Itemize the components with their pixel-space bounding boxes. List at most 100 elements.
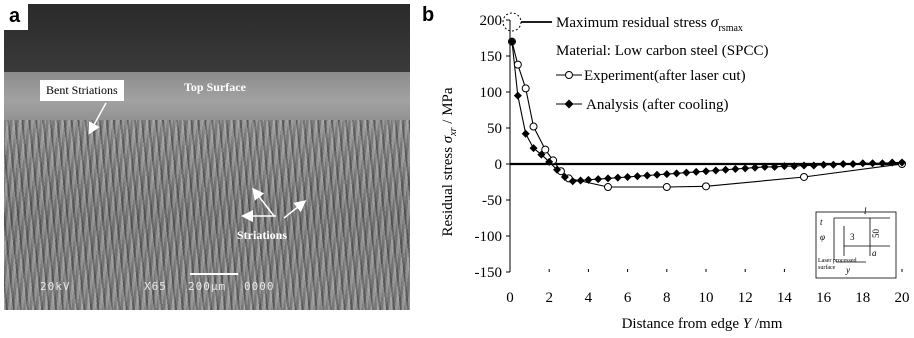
x-tick-label: 0: [506, 290, 514, 306]
data-point-analysis: [653, 170, 661, 179]
panel-b-chart: b Residual stress σxr / MPa Distance fro…: [420, 0, 914, 333]
data-point-analysis: [829, 160, 838, 169]
data-point-analysis: [662, 170, 671, 179]
material-label: Material: Low carbon steel (SPCC): [556, 43, 768, 59]
data-point-analysis: [513, 91, 522, 100]
data-point-experiment: [702, 182, 710, 191]
sem-image: Top Surface Striations 20kV X65 200μm 00…: [4, 4, 410, 310]
data-point-analysis: [553, 165, 562, 174]
data-point-analysis: [878, 159, 887, 168]
data-point-analysis: [682, 168, 691, 177]
data-point-analysis: [731, 165, 740, 174]
max-stress-highlight-circle: [502, 12, 522, 32]
inset-label-t: t: [820, 217, 823, 227]
data-point-analysis: [711, 166, 720, 175]
data-point-experiment: [604, 183, 612, 192]
inset-caption-line1: Laser processed: [818, 258, 856, 264]
data-point-experiment: [529, 122, 538, 131]
legend-label-analysis: Analysis (after cooling): [586, 97, 728, 113]
x-tick-label: 16: [816, 290, 832, 306]
data-point-analysis: [604, 174, 612, 183]
data-point-analysis: [721, 165, 730, 174]
y-tick-label: 0: [495, 157, 503, 173]
label-striations: Striations: [237, 228, 288, 242]
panel-a-letter-box: [2, 2, 28, 30]
x-tick-label: 4: [585, 290, 593, 306]
inset-label-50: 50: [871, 229, 881, 239]
data-point-analysis: [790, 162, 799, 171]
legend-label-experiment: Experiment(after laser cut): [584, 68, 746, 84]
x-tick-label: 2: [545, 290, 553, 306]
data-point-analysis: [633, 172, 642, 181]
y-tick-label: 100: [480, 85, 503, 101]
y-tick-label: -100: [475, 229, 503, 245]
data-point-analysis: [521, 129, 530, 138]
x-axis-title: Distance from edge Y /mm: [622, 316, 783, 332]
y-axis-title: Residual stress σxr / MPa: [440, 87, 459, 236]
data-point-analysis: [568, 177, 577, 186]
sem-cut-surface: [4, 120, 410, 310]
data-point-analysis: [545, 157, 554, 166]
data-point-analysis: [760, 162, 769, 171]
inset-caption-line2: surface: [818, 264, 836, 271]
data-point-analysis: [560, 172, 569, 181]
sem-dark-background: [4, 4, 410, 72]
data-point-analysis: [868, 159, 877, 168]
annotation-max-stress: Maximum residual stress σrsmax: [556, 14, 743, 34]
arrow-striations-3: [283, 200, 307, 219]
data-point-analysis: [623, 172, 632, 181]
data-point-analysis: [692, 167, 701, 176]
residual-stress-chart: Residual stress σxr / MPa Distance from …: [440, 12, 910, 332]
data-point-analysis: [672, 169, 681, 178]
data-point-experiment: [662, 183, 671, 192]
inset-label-3: 3: [850, 232, 855, 242]
panel-a-micrograph: Top Surface Striations 20kV X65 200μm 00…: [0, 0, 410, 312]
data-point-analysis: [529, 144, 538, 153]
sem-scale-bar-label: 200μm: [188, 280, 227, 293]
inset-label-phi: φ: [820, 232, 825, 242]
data-point-analysis: [849, 160, 857, 168]
data-point-analysis: [888, 158, 897, 167]
x-tick-label: 10: [699, 290, 714, 306]
inset-label-y: y: [845, 265, 850, 275]
data-point-analysis: [741, 164, 750, 173]
arrow-bent-striations: [88, 102, 107, 135]
sem-magnification: X65: [144, 280, 167, 293]
inset-label-a: a: [872, 248, 877, 258]
x-tick-label: 6: [624, 290, 632, 306]
panel-b-letter: b: [422, 4, 435, 26]
y-tick-label: 150: [480, 49, 503, 65]
label-top-surface: Top Surface: [184, 80, 246, 94]
legend-marker-analysis: [564, 99, 574, 109]
y-tick-label: 50: [487, 121, 502, 137]
data-point-experiment: [513, 60, 522, 69]
data-point-analysis: [780, 162, 789, 171]
x-tick-label: 12: [738, 290, 753, 306]
data-point-experiment: [800, 172, 808, 181]
inset-label-l: l: [864, 206, 867, 216]
data-point-analysis: [839, 160, 848, 168]
data-point-analysis: [800, 161, 808, 170]
data-point-analysis: [702, 167, 710, 176]
arrow-striations-1: [252, 187, 275, 217]
data-point-analysis: [898, 158, 906, 167]
y-tick-label: -150: [475, 265, 503, 281]
data-point-analysis: [576, 176, 585, 185]
data-point-experiment: [541, 145, 550, 154]
x-tick-label: 18: [855, 290, 870, 306]
x-tick-label: 14: [777, 290, 793, 306]
x-tick-label: 20: [895, 290, 910, 306]
data-point-analysis: [770, 162, 779, 171]
series-markers: [507, 37, 906, 192]
data-point-analysis: [819, 160, 828, 169]
data-point-analysis: [537, 150, 546, 159]
legend-marker-experiment: [565, 71, 573, 79]
sem-voltage: 20kV: [40, 280, 71, 293]
y-tick-label: -50: [482, 193, 502, 209]
data-point-analysis: [751, 163, 759, 172]
data-point-analysis: [809, 161, 818, 170]
data-point-analysis: [643, 171, 652, 180]
data-point-analysis: [858, 159, 867, 168]
panel-a-letter: a: [9, 5, 21, 27]
